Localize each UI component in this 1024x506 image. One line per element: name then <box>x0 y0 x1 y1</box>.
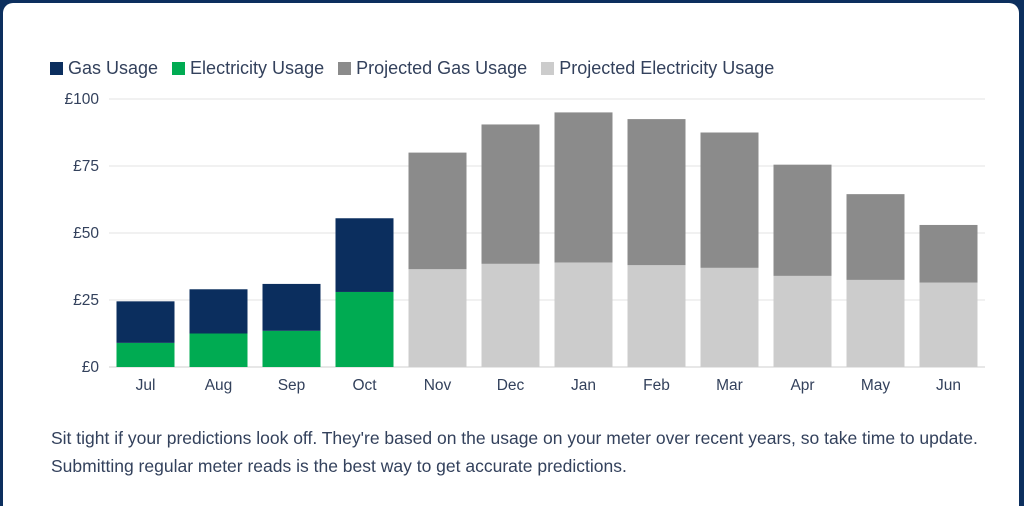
bar-projected-electricity-usage-dec[interactable] <box>481 263 540 367</box>
x-tick-label: Apr <box>790 377 814 394</box>
x-tick-label: Jan <box>571 377 596 394</box>
legend-swatch-electricity <box>172 61 186 75</box>
bar-projected-gas-usage-feb[interactable] <box>627 119 686 266</box>
legend-item-electricity[interactable]: Electricity Usage <box>172 58 324 79</box>
bar-gas-usage-oct[interactable] <box>335 218 394 292</box>
bar-projected-electricity-usage-apr[interactable] <box>773 275 832 367</box>
bar-projected-gas-usage-jan[interactable] <box>554 112 613 263</box>
legend-swatch-gas <box>50 61 63 75</box>
bar-projected-electricity-usage-mar[interactable] <box>700 267 759 367</box>
bar-gas-usage-sep[interactable] <box>262 283 321 331</box>
x-axis-ticks: Jul Aug Sep Oct Nov Dec Jan Feb Mar Apr May Jun <box>136 377 961 394</box>
y-tick-label: £100 <box>65 91 100 108</box>
x-tick-label: Mar <box>716 377 743 394</box>
y-axis-ticks: £0 £25 £50 £75 £100 <box>65 91 100 376</box>
bar-gas-usage-jul[interactable] <box>116 301 175 343</box>
bar-gas-usage-aug[interactable] <box>189 289 248 334</box>
chart-gridlines <box>109 98 985 368</box>
y-tick-label: £75 <box>73 158 99 175</box>
bar-projected-gas-usage-nov[interactable] <box>408 152 467 270</box>
bar-projected-electricity-usage-feb[interactable] <box>627 265 686 367</box>
bar-electricity-usage-sep[interactable] <box>262 330 321 367</box>
bar-electricity-usage-jul[interactable] <box>116 342 175 367</box>
legend-label-projected-gas: Projected Gas Usage <box>356 57 528 78</box>
y-tick-label: £0 <box>82 359 100 376</box>
legend-label-electricity: Electricity Usage <box>190 57 325 78</box>
legend-swatch-projected-gas <box>338 61 352 75</box>
chart-bars <box>116 112 978 368</box>
bar-projected-gas-usage-may[interactable] <box>846 194 905 280</box>
legend-swatch-projected-electricity <box>541 61 555 75</box>
bar-projected-electricity-usage-may[interactable] <box>846 279 905 367</box>
legend-item-projected-gas[interactable]: Projected Gas Usage <box>338 58 527 79</box>
legend-item-gas[interactable]: Gas Usage <box>50 58 158 79</box>
bar-projected-gas-usage-jun[interactable] <box>919 224 978 283</box>
bar-projected-gas-usage-dec[interactable] <box>481 124 540 264</box>
bar-projected-gas-usage-apr[interactable] <box>773 164 832 276</box>
x-tick-label: May <box>861 377 891 394</box>
legend-item-projected-electricity[interactable]: Projected Electricity Usage <box>541 58 774 79</box>
x-tick-label: Feb <box>643 377 670 394</box>
x-tick-label: Oct <box>352 377 377 394</box>
bar-projected-gas-usage-mar[interactable] <box>700 132 759 268</box>
x-tick-label: Aug <box>205 377 233 394</box>
y-tick-label: £25 <box>73 292 99 309</box>
y-tick-label: £50 <box>73 225 99 242</box>
legend-label-projected-electricity: Projected Electricity Usage <box>559 57 775 78</box>
legend-label-gas: Gas Usage <box>68 57 159 78</box>
chart-legend: Gas Usage Electricity Usage Projected Ga… <box>50 57 774 79</box>
x-tick-label: Nov <box>424 377 452 394</box>
bar-projected-electricity-usage-jan[interactable] <box>554 262 613 367</box>
bar-projected-electricity-usage-nov[interactable] <box>408 269 467 367</box>
prediction-footnote: Sit tight if your predictions look off. … <box>51 428 978 476</box>
bar-electricity-usage-oct[interactable] <box>335 291 394 367</box>
x-tick-label: Jul <box>136 377 156 394</box>
bar-electricity-usage-aug[interactable] <box>189 333 248 368</box>
x-tick-label: Dec <box>497 377 525 394</box>
x-tick-label: Jun <box>936 377 961 394</box>
bar-projected-electricity-usage-jun[interactable] <box>919 282 978 367</box>
x-tick-label: Sep <box>278 377 306 394</box>
